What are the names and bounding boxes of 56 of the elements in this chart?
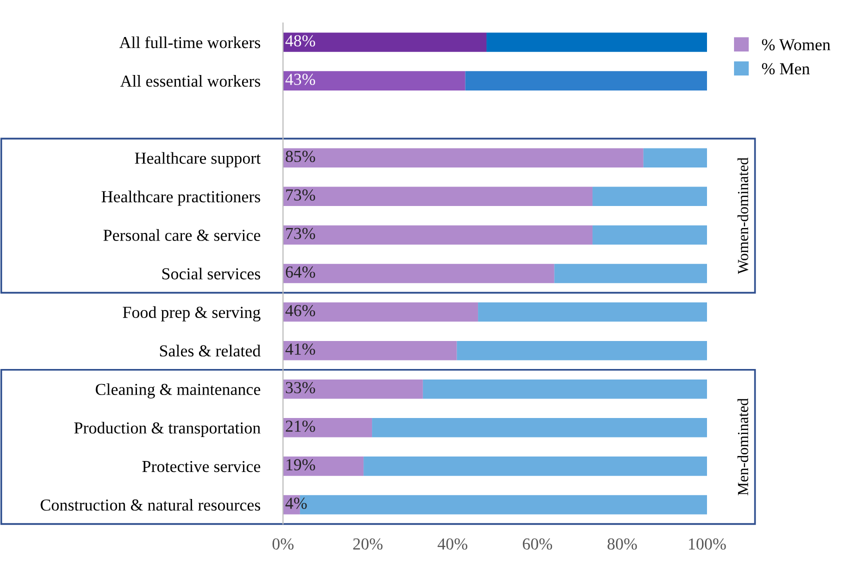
y-tick-label: Sales & related — [160, 344, 261, 357]
bar — [372, 418, 707, 438]
y-tick-label: Construction & natural resources — [40, 498, 260, 511]
bar — [592, 186, 707, 206]
y-tick-label: Cleaning & maintenance — [96, 383, 260, 398]
data-label: 19% — [286, 459, 316, 470]
data-label: 41% — [285, 344, 316, 355]
legend-label: % Women — [762, 39, 830, 50]
bar — [364, 456, 707, 476]
x-tick-label: 80% — [608, 538, 637, 550]
bar — [283, 186, 593, 206]
y-tick-label: Personal care & service — [103, 229, 260, 241]
x-tick-label: 20% — [353, 538, 383, 550]
data-label: 73% — [286, 228, 316, 240]
bar — [592, 225, 707, 245]
bar — [283, 340, 457, 360]
bar — [283, 418, 372, 438]
y-tick-label: Production & transportation — [74, 422, 261, 437]
data-label: 46% — [285, 304, 316, 316]
bar — [554, 264, 707, 284]
x-tick-label: 60% — [522, 538, 552, 550]
bar — [283, 302, 478, 322]
y-tick-label: All essential workers — [120, 75, 260, 87]
bar — [283, 379, 423, 399]
data-label: 33% — [286, 382, 316, 394]
bar — [283, 148, 644, 168]
y-tick-label: Healthcare practitioners — [102, 190, 260, 206]
bar — [422, 379, 707, 399]
data-label: 4% — [285, 498, 307, 509]
data-label: 48% — [285, 35, 316, 46]
legend-label: % Men — [762, 63, 810, 74]
data-label: 21% — [286, 420, 316, 432]
y-tick-label: Protective service — [142, 460, 260, 472]
bar — [283, 456, 364, 476]
bar — [283, 32, 487, 52]
bar — [478, 302, 707, 322]
y-tick-label: Healthcare support — [134, 152, 261, 168]
bar — [465, 71, 707, 90]
x-tick-label: 40% — [438, 538, 468, 550]
text: Women-dominated — [737, 158, 748, 274]
y-tick-label: All full-time workers — [119, 36, 260, 48]
y-tick-label: Social services — [162, 268, 260, 280]
x-tick-label: 0% — [272, 538, 294, 550]
bar — [283, 264, 554, 284]
data-label: 64% — [286, 266, 316, 278]
bar — [486, 32, 707, 52]
data-label: 85% — [286, 150, 316, 162]
x-tick-label: 100% — [689, 538, 726, 550]
bar — [283, 225, 593, 245]
data-label: 73% — [286, 189, 316, 201]
text: Men-dominated — [737, 398, 748, 496]
y-tick-label: Food prep & serving — [122, 306, 260, 322]
bar — [283, 71, 466, 90]
data-label: 43% — [285, 74, 316, 86]
bar — [456, 340, 707, 360]
bar — [643, 148, 707, 168]
